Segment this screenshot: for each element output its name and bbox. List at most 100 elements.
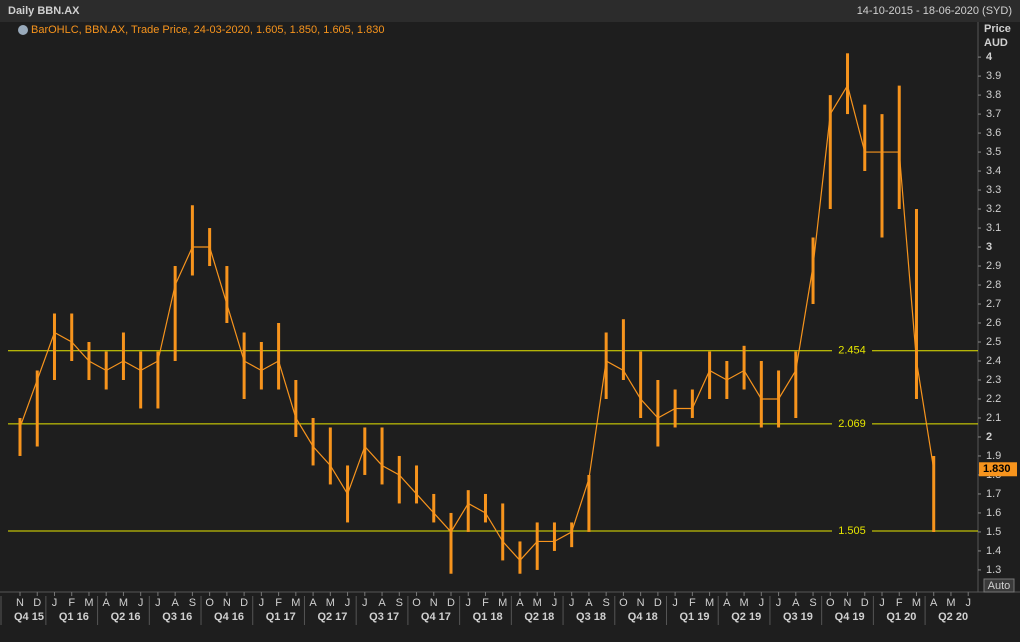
auto-button-label[interactable]: Auto xyxy=(988,580,1011,592)
y-tick-label: 3.4 xyxy=(986,165,1001,177)
y-tick-label: 3.1 xyxy=(986,222,1001,234)
x-tick-label: F xyxy=(68,597,75,609)
x-tick-label: M xyxy=(946,597,955,609)
y-tick-label: 2.4 xyxy=(986,355,1001,367)
y-tick-label: 2.5 xyxy=(986,336,1001,348)
y-tick-label: 2.7 xyxy=(986,298,1001,310)
x-tick-label: O xyxy=(412,597,421,609)
x-tick-label: J xyxy=(672,597,678,609)
x-tick-label: S xyxy=(809,597,816,609)
quarter-label: Q4 18 xyxy=(628,611,658,623)
x-tick-label: N xyxy=(430,597,438,609)
y-tick-label: 3.7 xyxy=(986,108,1001,120)
x-tick-label: A xyxy=(930,597,938,609)
quarter-label: Q4 16 xyxy=(214,611,244,623)
x-tick-label: S xyxy=(396,597,403,609)
y-tick-label: 1.6 xyxy=(986,507,1001,519)
legend-text: BarOHLC, BBN.AX, Trade Price, 24-03-2020… xyxy=(31,24,384,36)
x-tick-label: J xyxy=(552,597,558,609)
y-tick-label: 2.9 xyxy=(986,260,1001,272)
y-axis-label: Price xyxy=(984,23,1011,35)
x-tick-label: J xyxy=(465,597,471,609)
x-tick-label: M xyxy=(291,597,300,609)
quarter-label: Q1 17 xyxy=(266,611,296,623)
x-tick-label: J xyxy=(569,597,575,609)
y-tick-label: 1.7 xyxy=(986,488,1001,500)
x-tick-label: J xyxy=(776,597,782,609)
y-tick-label: 2.3 xyxy=(986,374,1001,386)
quarter-label: Q1 20 xyxy=(886,611,916,623)
x-tick-label: J xyxy=(345,597,351,609)
x-tick-label: S xyxy=(602,597,609,609)
x-tick-label: D xyxy=(861,597,869,609)
x-tick-label: J xyxy=(155,597,161,609)
y-tick-label: 3.8 xyxy=(986,89,1001,101)
y-tick-label: 2.6 xyxy=(986,317,1001,329)
x-tick-label: A xyxy=(516,597,524,609)
level-label: 2.454 xyxy=(838,345,866,357)
y-tick-label: 2 xyxy=(986,431,992,443)
y-tick-label: 3 xyxy=(986,241,992,253)
x-tick-label: M xyxy=(84,597,93,609)
x-tick-label: D xyxy=(33,597,41,609)
quarter-label: Q4 17 xyxy=(421,611,451,623)
y-axis-unit: AUD xyxy=(984,37,1008,49)
y-tick-label: 1.5 xyxy=(986,526,1001,538)
x-tick-label: N xyxy=(16,597,24,609)
x-tick-label: N xyxy=(637,597,645,609)
quarter-label: Q2 17 xyxy=(317,611,347,623)
y-tick-label: 3.9 xyxy=(986,70,1001,82)
x-tick-label: J xyxy=(259,597,265,609)
x-tick-label: O xyxy=(205,597,214,609)
quarter-label: Q4 15 xyxy=(14,611,44,623)
quarter-label: Q2 16 xyxy=(111,611,141,623)
last-price-box xyxy=(979,462,1017,477)
level-label: 2.069 xyxy=(838,418,866,430)
x-tick-label: M xyxy=(533,597,542,609)
date-range: 14-10-2015 - 18-06-2020 (SYD) xyxy=(857,5,1012,17)
quarter-label: Q4 19 xyxy=(835,611,865,623)
legend-icon[interactable] xyxy=(18,25,28,35)
quarter-label: Q2 18 xyxy=(524,611,554,623)
x-tick-label: F xyxy=(689,597,696,609)
x-tick-label: J xyxy=(362,597,368,609)
level-label: 1.505 xyxy=(838,525,866,537)
y-tick-label: 2.1 xyxy=(986,412,1001,424)
quarter-label: Q3 17 xyxy=(369,611,399,623)
header-bar xyxy=(0,0,1020,22)
x-tick-label: M xyxy=(912,597,921,609)
quarter-label: Q3 18 xyxy=(576,611,606,623)
x-tick-label: F xyxy=(896,597,903,609)
level-label-box xyxy=(832,416,872,431)
y-tick-label: 2.8 xyxy=(986,279,1001,291)
y-tick-label: 1.4 xyxy=(986,545,1001,557)
y-tick-label: 1.9 xyxy=(986,450,1001,462)
x-tick-label: N xyxy=(844,597,852,609)
x-tick-label: A xyxy=(378,597,386,609)
level-label-box xyxy=(832,523,872,538)
x-tick-label: A xyxy=(585,597,593,609)
auto-button[interactable] xyxy=(983,578,1015,593)
y-tick-label: 3.6 xyxy=(986,127,1001,139)
quarter-label: Q1 19 xyxy=(680,611,710,623)
quarter-label: Q2 20 xyxy=(938,611,968,623)
chart-title: Daily BBN.AX xyxy=(8,5,80,17)
x-tick-label: N xyxy=(223,597,231,609)
quarter-label: Q1 16 xyxy=(59,611,89,623)
x-tick-label: S xyxy=(189,597,196,609)
x-tick-label: M xyxy=(326,597,335,609)
y-tick-label: 2.2 xyxy=(986,393,1001,405)
x-tick-label: O xyxy=(619,597,628,609)
x-tick-label: A xyxy=(103,597,111,609)
quarter-label: Q3 16 xyxy=(162,611,192,623)
x-tick-label: F xyxy=(275,597,282,609)
level-label-box xyxy=(832,343,872,358)
quarter-label: Q1 18 xyxy=(473,611,503,623)
x-tick-label: O xyxy=(826,597,835,609)
y-tick-label: 3.5 xyxy=(986,146,1001,158)
x-tick-label: A xyxy=(171,597,179,609)
y-tick-label: 3.3 xyxy=(986,184,1001,196)
